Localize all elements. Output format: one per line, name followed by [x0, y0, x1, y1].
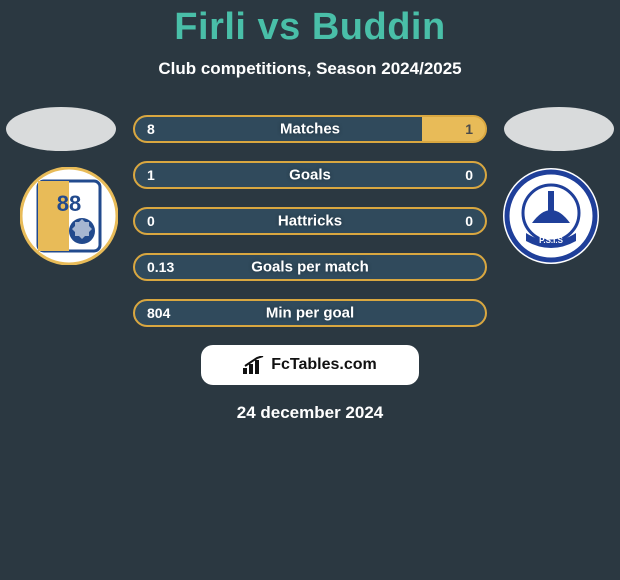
subtitle: Club competitions, Season 2024/2025: [0, 59, 620, 79]
crest-icon: 88: [20, 167, 118, 265]
stat-row: 8 1 Matches: [133, 115, 487, 143]
date-text: 24 december 2024: [0, 403, 620, 423]
stat-row: 0.13 Goals per match: [133, 253, 487, 281]
right-team-crest: P.S.I.S: [502, 167, 600, 265]
stat-left-value: 1: [147, 167, 155, 183]
stats-bars: 8 1 Matches 1 0 Goals 0 0 Hattricks 0.13 Goals per…: [133, 107, 487, 327]
crest-banner-text: P.S.I.S: [539, 236, 564, 245]
stat-left-value: 0: [147, 213, 155, 229]
stat-label: Goals per match: [251, 259, 369, 276]
stat-right-fill: [422, 117, 485, 141]
stat-label: Matches: [280, 121, 340, 138]
brand-box[interactable]: FcTables.com: [201, 345, 419, 385]
stat-left-fill: [135, 117, 422, 141]
left-player-silhouette: [6, 107, 116, 151]
brand-text: FcTables.com: [271, 356, 377, 374]
chart-icon: [243, 356, 265, 374]
right-player-silhouette: [504, 107, 614, 151]
stat-label: Goals: [289, 167, 331, 184]
crest-icon: P.S.I.S: [502, 167, 600, 265]
stat-row: 804 Min per goal: [133, 299, 487, 327]
stat-label: Hattricks: [278, 213, 342, 230]
stat-left-value: 8: [147, 121, 155, 137]
stat-row: 1 0 Goals: [133, 161, 487, 189]
stat-right-value: 1: [465, 121, 473, 137]
left-team-crest: 88: [20, 167, 118, 265]
stat-row: 0 0 Hattricks: [133, 207, 487, 235]
page-title: Firli vs Buddin: [0, 0, 620, 49]
stat-left-value: 804: [147, 305, 170, 321]
stat-label: Min per goal: [266, 305, 354, 322]
comparison-content: 88 P.S.I.S 8 1 Matches 1 0 Goals 0 0 Hattricks 0.…: [0, 107, 620, 423]
stat-left-value: 0.13: [147, 259, 174, 275]
stat-right-value: 0: [465, 167, 473, 183]
crest-number: 88: [57, 191, 81, 216]
stat-right-value: 0: [465, 213, 473, 229]
